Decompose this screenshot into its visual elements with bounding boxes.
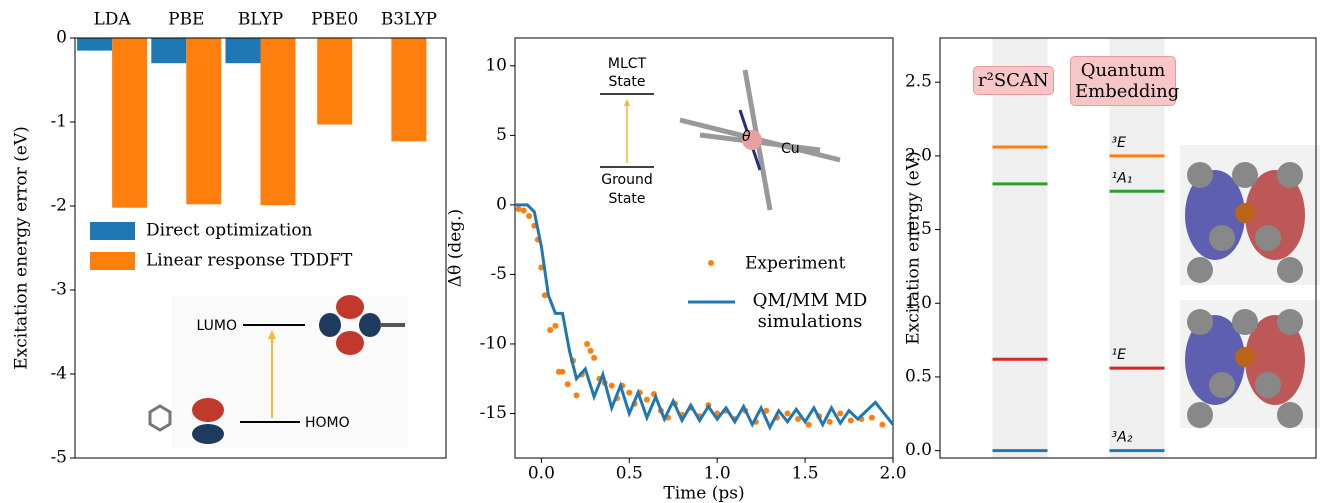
inset-label: State [608, 191, 645, 207]
data-point [608, 382, 615, 389]
inset-label: MLCT [608, 56, 647, 72]
y-tick-label: 0 [56, 28, 67, 48]
data-point [795, 416, 802, 423]
y-tick-label: 1.5 [905, 219, 932, 239]
data-point [763, 407, 770, 414]
mlct-inset [600, 69, 841, 211]
column-label: r²SCAN [973, 66, 1054, 95]
embedding-images [1180, 145, 1320, 428]
data-point [573, 392, 580, 399]
x-tick-label: PBE0 [311, 10, 358, 30]
legend-label: Direct optimization [146, 221, 313, 241]
state-label: ³A₂ [1112, 430, 1133, 446]
legend-swatch [90, 252, 135, 270]
inset-label: LUMO [197, 318, 237, 334]
plot-frame [514, 37, 894, 459]
data-point [626, 389, 633, 396]
bar [112, 38, 148, 208]
state-label: ¹A₁ [1112, 170, 1133, 186]
data-point [826, 418, 833, 425]
data-point [564, 381, 571, 388]
y-tick-label: -4 [50, 364, 67, 384]
x-tick-label: LDA [93, 10, 131, 30]
plot-frame [939, 37, 1317, 459]
bar [77, 38, 113, 51]
data-point [847, 417, 854, 424]
y-tick-label: -5 [490, 264, 507, 284]
y-tick-label: 0 [496, 194, 507, 214]
y-tick-label: -10 [480, 333, 507, 353]
x-tick-label: 0.5 [616, 464, 643, 484]
x-tick-label: 1.5 [792, 464, 819, 484]
data-point [541, 292, 548, 299]
data-point [547, 327, 554, 334]
y-tick-label: 2.0 [905, 145, 932, 165]
x-tick-label: 0.0 [528, 464, 555, 484]
data-point [584, 340, 591, 347]
data-point [552, 322, 559, 329]
state-label: ³E [1112, 135, 1127, 151]
data-point [559, 368, 566, 375]
x-axis-label: Time (ps) [663, 484, 744, 503]
legend-label: QM/MM MD simulations [752, 290, 868, 332]
x-tick-label: B3LYP [381, 10, 437, 30]
legend-label: Linear response TDDFT [146, 251, 353, 271]
y-tick-label: -2 [50, 196, 67, 216]
data-point [879, 421, 886, 428]
orbital-inset [148, 295, 408, 448]
bar [186, 38, 222, 205]
y-axis-label: Excitation energy (eV) [904, 151, 924, 344]
plot-frame [74, 37, 447, 459]
data-point [526, 213, 533, 220]
column-shade [1109, 38, 1165, 458]
y-axis-label: Δθ (deg.) [446, 209, 466, 287]
y-tick-label: -1 [50, 112, 67, 132]
y-axis-label: Excitation energy error (eV) [12, 126, 32, 370]
y-tick-label: -5 [50, 448, 67, 468]
data-point [587, 347, 594, 354]
data-point [868, 414, 875, 421]
x-tick-label: 2.0 [879, 464, 906, 484]
data-line [515, 203, 895, 431]
bar [225, 38, 261, 64]
bar [151, 38, 187, 64]
y-tick-label: 0.5 [905, 366, 932, 386]
y-tick-label: 1.0 [905, 293, 932, 313]
x-tick-label: BLYP [238, 10, 283, 30]
x-tick-label: 1.0 [704, 464, 731, 484]
inset-label: θ [742, 129, 751, 145]
x-tick-label: PBE [168, 10, 204, 30]
inset-label: Cu [781, 141, 800, 157]
data-point [805, 421, 812, 428]
data-point [837, 410, 844, 417]
bar [391, 38, 427, 142]
y-tick-label: 10 [485, 55, 507, 75]
state-label: ¹E [1112, 347, 1127, 363]
data-point [515, 206, 522, 213]
inset-label: HOMO [305, 415, 350, 431]
y-tick-label: -3 [50, 280, 67, 300]
data-point [591, 354, 598, 361]
data-point [643, 396, 650, 403]
legend-label: Experiment [745, 254, 846, 274]
column-label: Quantum Embedding [1070, 56, 1179, 106]
legend-marker [708, 260, 714, 266]
legend-swatch [90, 222, 135, 240]
y-tick-label: 5 [496, 125, 507, 145]
bar [317, 38, 353, 125]
y-tick-label: 0.0 [905, 440, 932, 460]
data-point [784, 410, 791, 417]
inset-label: Ground [601, 172, 653, 188]
column-shade [992, 38, 1048, 458]
y-tick-label: -15 [480, 403, 507, 423]
data-point [520, 207, 527, 214]
inset-label: State [608, 74, 645, 90]
bar [260, 38, 296, 206]
y-tick-label: 2.5 [905, 72, 932, 92]
